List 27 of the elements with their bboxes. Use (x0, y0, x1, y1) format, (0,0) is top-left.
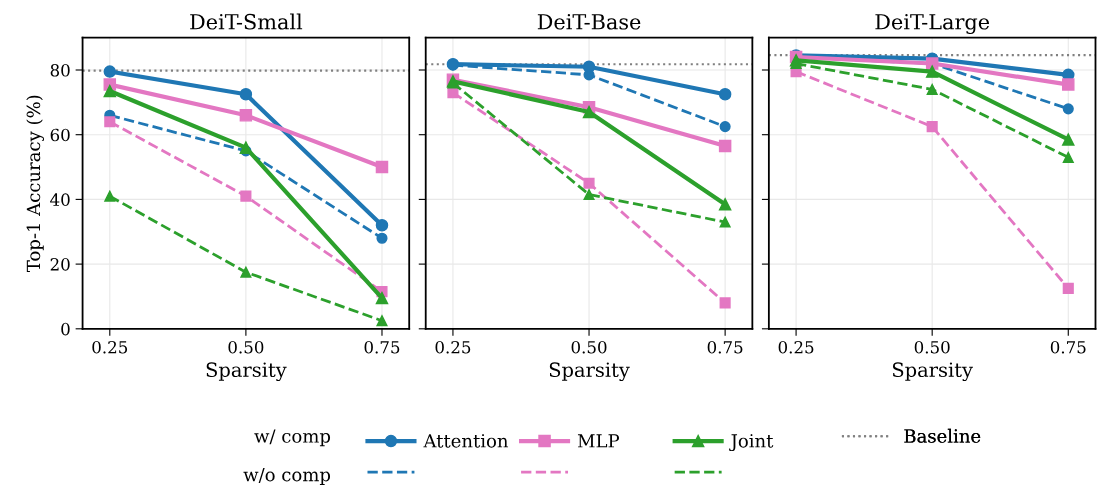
y-tick-label: 40 (50, 193, 70, 206)
x-axis-title: Sparsity (892, 362, 973, 382)
y-tick-label: 60 (50, 128, 70, 142)
x-tick-label: 0.25 (92, 340, 128, 354)
y-tick-label: 0 (61, 322, 70, 336)
x-tick-label: 0.75 (707, 340, 743, 354)
legend-label: Baseline (904, 428, 981, 443)
x-tick-label: 0.25 (435, 340, 471, 354)
x-axis-title: Sparsity (206, 362, 287, 382)
x-tick-label: 0.50 (228, 340, 264, 354)
y-tick-label: 20 (50, 258, 70, 271)
chart-title: DeiT-Small (190, 13, 303, 30)
x-tick-label: 0.75 (364, 340, 400, 354)
legend-label: Joint (729, 434, 774, 452)
x-tick-label: 0.50 (571, 340, 607, 354)
chart-title: DeiT-Large (875, 13, 990, 34)
legend-label: Attention (423, 434, 509, 448)
text: w/o comp (243, 468, 331, 485)
text: w/ comp (254, 429, 331, 447)
chart-title: DeiT-Base (537, 13, 641, 30)
x-tick-label: 0.25 (778, 340, 814, 354)
y-axis-title: Top-1 Accuracy (%) (26, 95, 45, 273)
x-tick-label: 0.75 (1050, 340, 1086, 354)
x-axis-title: Sparsity (549, 362, 630, 382)
x-tick-label: 0.50 (914, 340, 950, 354)
legend-label: MLP (577, 434, 620, 448)
y-tick-label: 80 (50, 63, 70, 77)
